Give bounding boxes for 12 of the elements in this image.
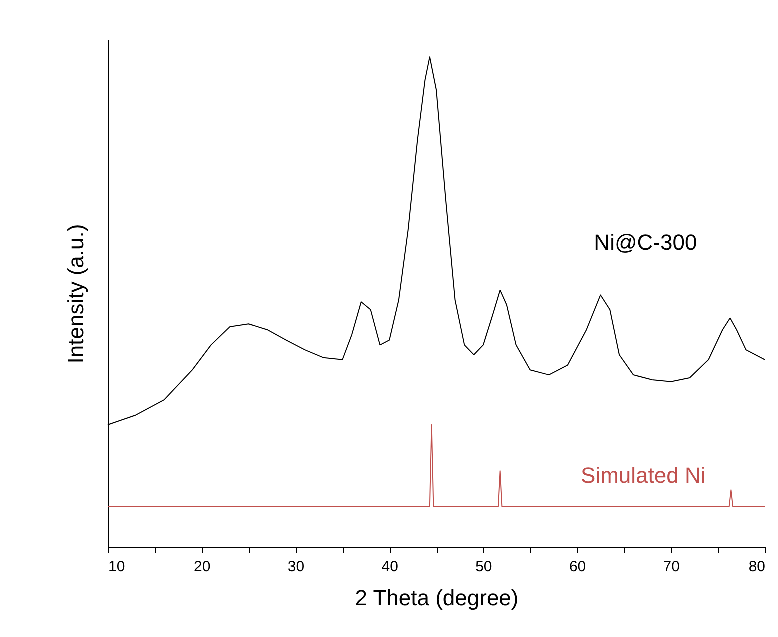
x-tick-label: 30 <box>288 558 305 576</box>
x-tick-label: 60 <box>569 558 586 576</box>
x-tick-label: 10 <box>108 558 126 576</box>
y-axis-title: Intensity (a.u.) <box>64 224 88 364</box>
x-tick-label: 20 <box>194 558 211 576</box>
series-label: Simulated Ni <box>581 463 706 488</box>
series-label: Ni@C-300 <box>594 230 698 255</box>
x-tick-label: 50 <box>476 558 492 576</box>
x-tick-label: 40 <box>382 558 398 576</box>
x-tick-label: 70 <box>663 558 680 576</box>
x-tick-label: 80 <box>748 558 766 576</box>
x-axis-title: 2 Theta (degree) <box>355 586 519 610</box>
